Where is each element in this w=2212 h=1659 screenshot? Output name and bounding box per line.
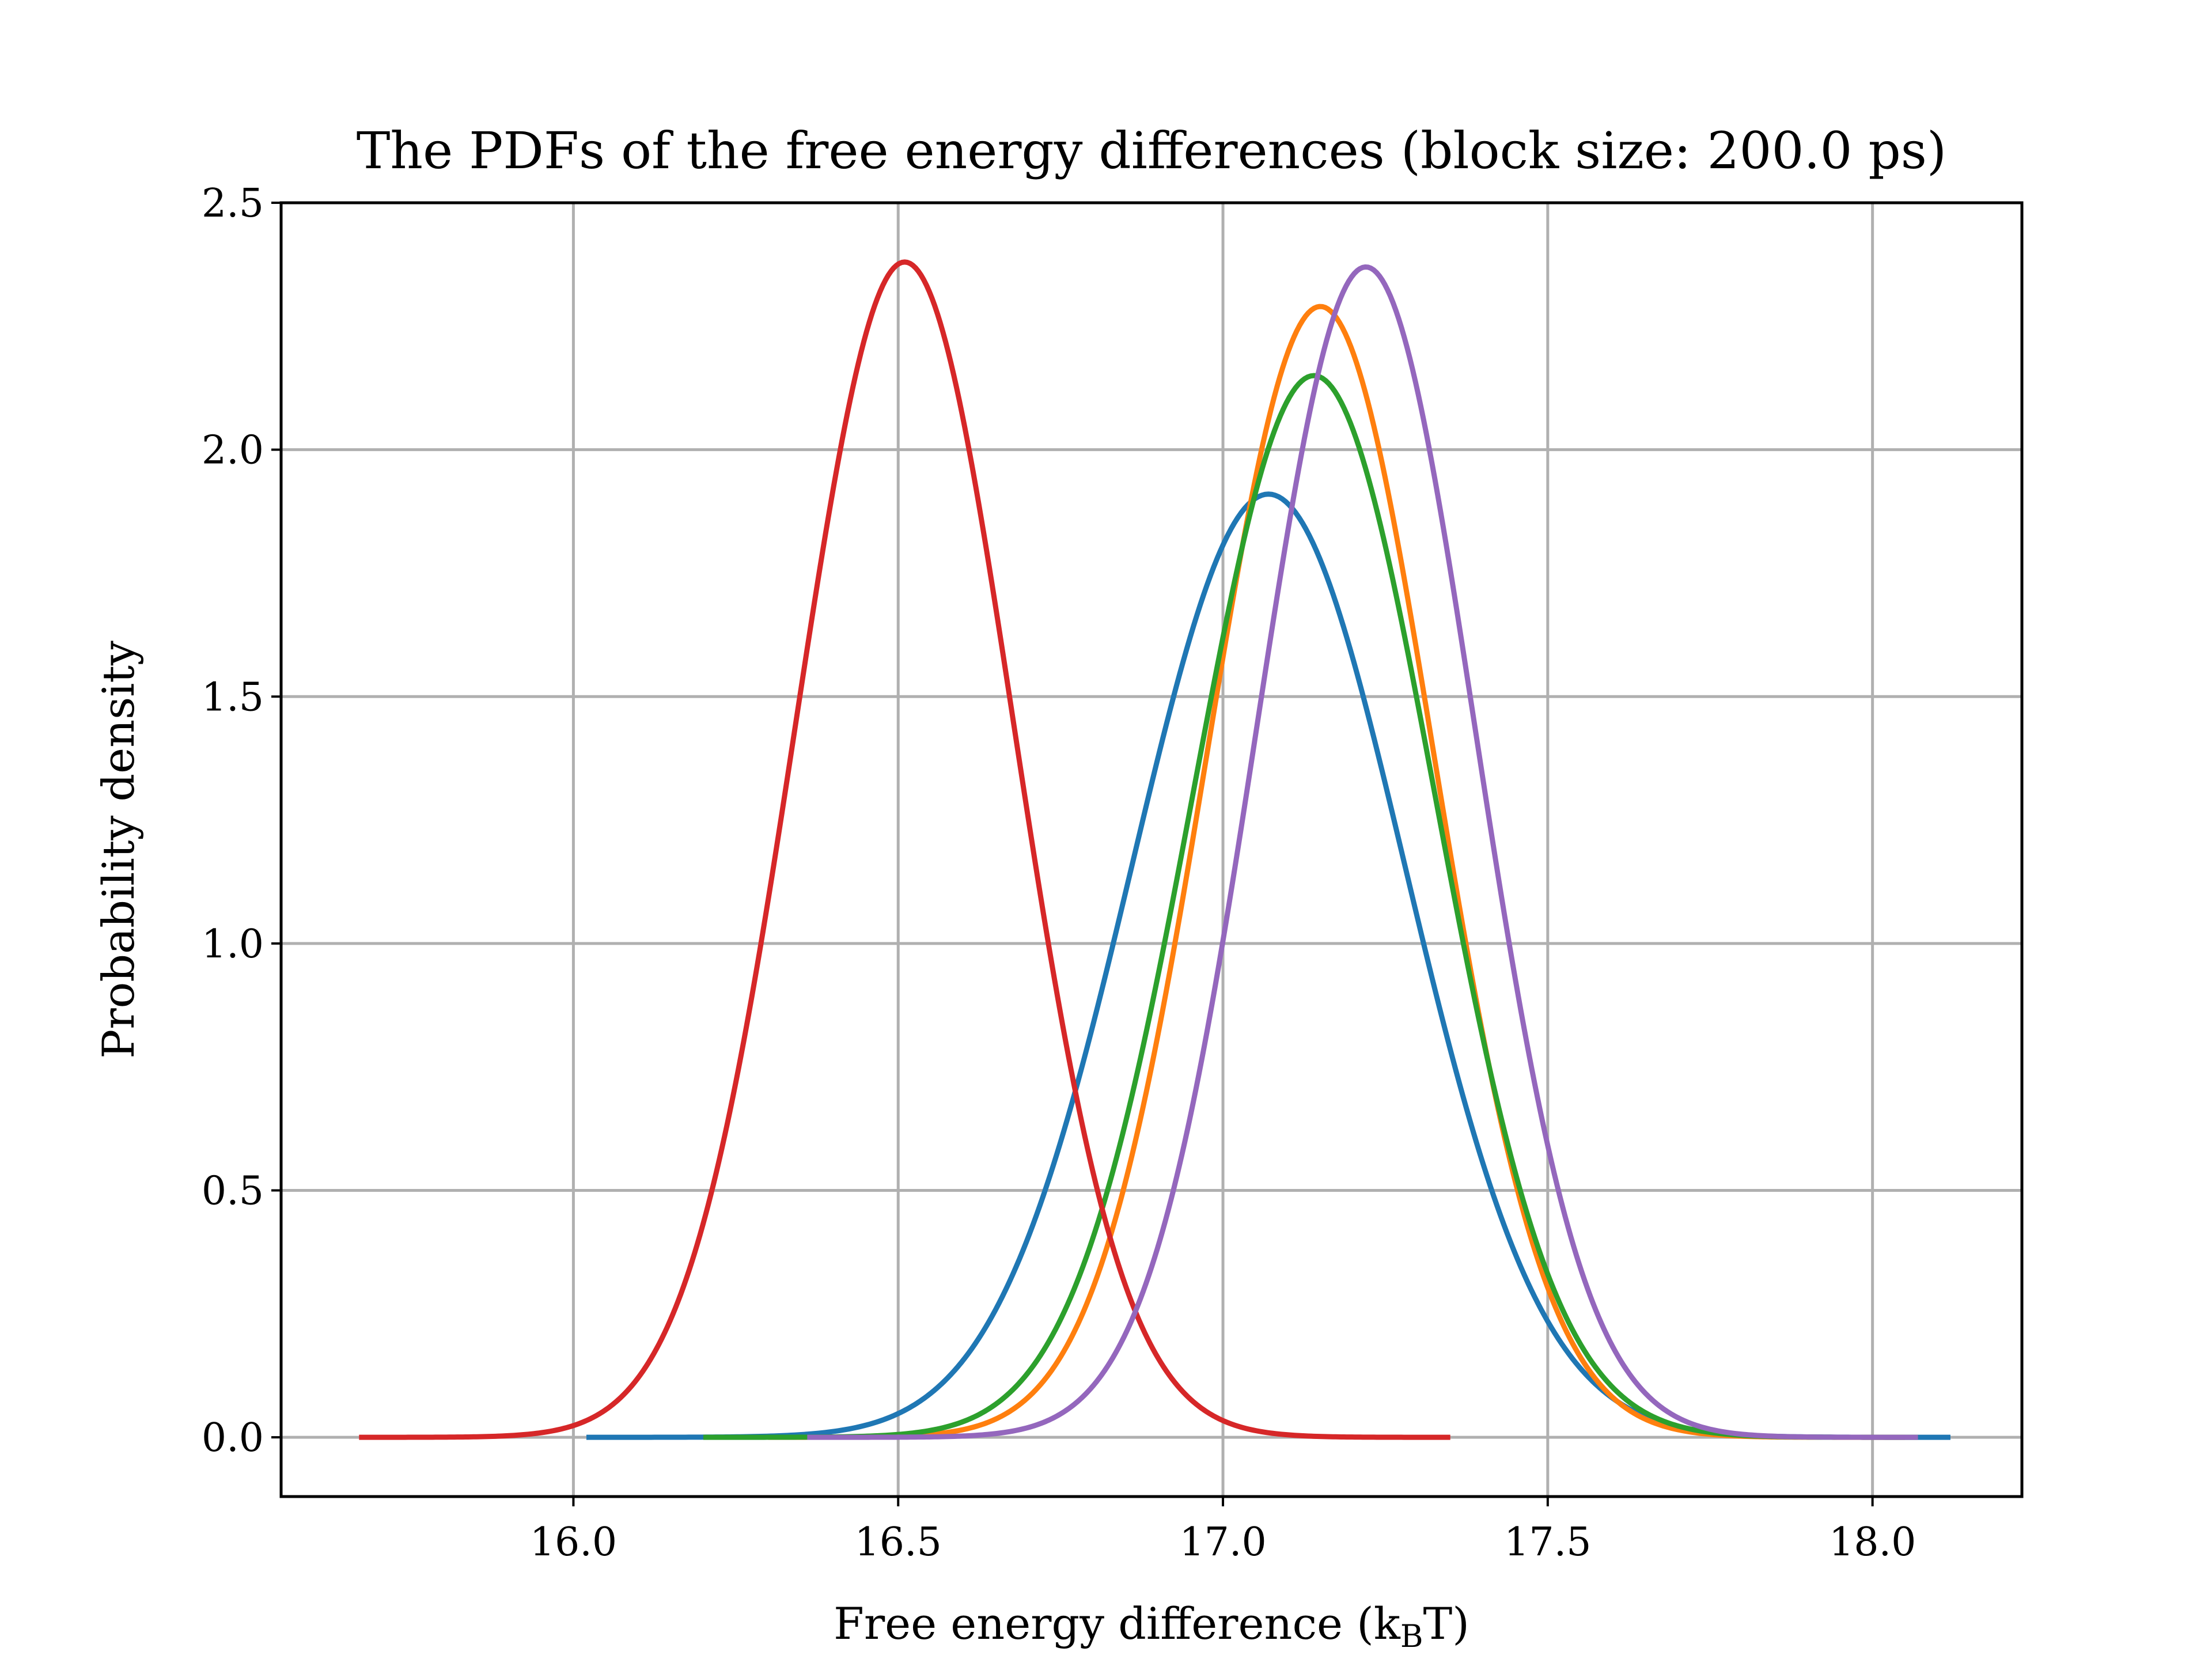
- y-tick-label: 2.0: [202, 428, 264, 474]
- y-tick-label: 1.5: [202, 675, 264, 720]
- y-tick-label: 0.0: [202, 1415, 264, 1461]
- x-tick-label: 17.5: [1504, 1520, 1591, 1565]
- x-axis-label-main: Free energy difference (k: [834, 1598, 1401, 1649]
- y-tick-label: 0.5: [202, 1169, 264, 1214]
- y-tick-label: 2.5: [202, 181, 264, 226]
- x-tick-label: 16.0: [530, 1520, 617, 1565]
- plot-frame: [279, 201, 2024, 1498]
- chart-title: The PDFs of the free energy differences …: [357, 121, 1947, 180]
- y-axis-label: Probability density: [93, 641, 144, 1059]
- pdf-curve-3: [703, 373, 1918, 1440]
- pdf-curve-2: [768, 304, 1906, 1440]
- x-axis-label-end: T): [1423, 1598, 1469, 1649]
- x-tick-label: 18.0: [1829, 1520, 1916, 1565]
- tick-layer: 16.0 16.5 17.0 17.5 18.0 0.0 0.5 1.0 1.5 2.0 2.5: [202, 181, 1916, 1565]
- x-axis-label-subscript: B: [1400, 1618, 1423, 1654]
- pdf-curve-4: [359, 259, 1450, 1440]
- y-tick-label: 1.0: [202, 922, 264, 967]
- pdf-curve-5: [807, 264, 1918, 1440]
- curve-layer: [359, 259, 1950, 1440]
- x-axis-label: Free energy difference (kBT): [834, 1598, 1469, 1654]
- grid-layer: [281, 201, 2022, 1497]
- x-tick-label: 17.0: [1179, 1520, 1266, 1565]
- x-tick-label: 16.5: [855, 1520, 942, 1565]
